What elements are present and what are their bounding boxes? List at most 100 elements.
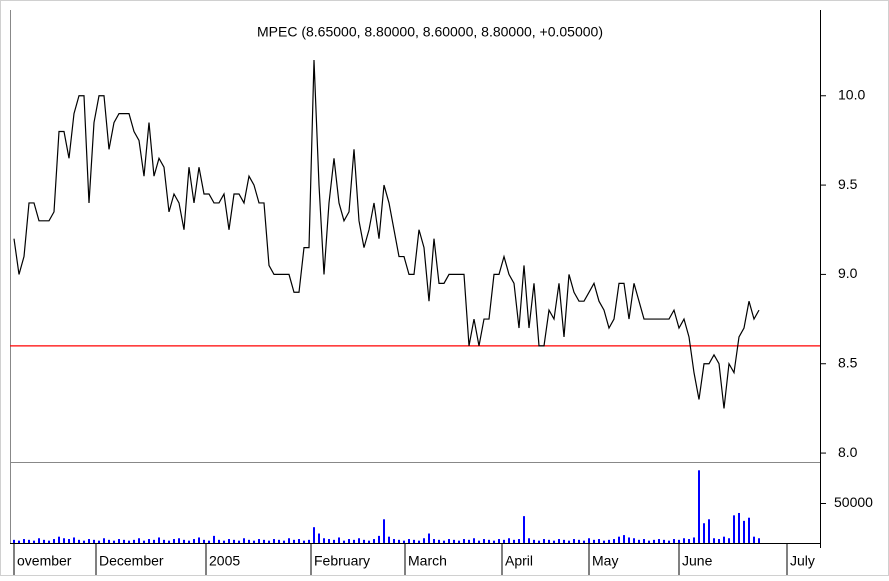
volume-bar — [713, 538, 715, 543]
volume-bar — [223, 540, 225, 543]
volume-bar — [688, 539, 690, 543]
x-tick-label: May — [592, 553, 618, 569]
x-tick-label: July — [790, 553, 815, 569]
volume-bar — [93, 539, 95, 543]
volume-bar — [478, 540, 480, 543]
volume-bar — [248, 539, 250, 543]
volume-bar — [483, 539, 485, 543]
volume-bar — [158, 537, 160, 543]
volume-bar — [53, 539, 55, 543]
volume-bar — [173, 539, 175, 543]
volume-bar — [648, 540, 650, 543]
volume-bar — [123, 539, 125, 543]
volume-bar — [288, 538, 290, 543]
x-tick-label: ovember — [17, 553, 72, 569]
volume-bar — [753, 536, 755, 543]
volume-bar — [378, 535, 380, 543]
y-tick-label: 10.0 — [838, 86, 865, 102]
volume-bar — [758, 538, 760, 543]
y-tick-label: 8.5 — [838, 354, 858, 370]
volume-bar — [728, 538, 730, 543]
volume-bar — [103, 538, 105, 543]
volume-bar — [653, 539, 655, 543]
volume-bar — [83, 540, 85, 543]
volume-bar — [283, 540, 285, 543]
volume-bar — [668, 540, 670, 543]
volume-bar — [643, 539, 645, 543]
volume-bar — [108, 539, 110, 543]
y-tick-label: 9.0 — [838, 265, 858, 281]
volume-bar — [658, 539, 660, 543]
volume-bar — [733, 515, 735, 543]
volume-bar — [333, 539, 335, 543]
volume-bar — [268, 540, 270, 543]
volume-bar — [678, 539, 680, 543]
volume-bar — [348, 539, 350, 543]
volume-bar — [558, 539, 560, 543]
volume-bar — [78, 539, 80, 543]
volume-bar — [228, 539, 230, 543]
volume-bar — [263, 539, 265, 543]
y-tick-label: 50000 — [834, 494, 873, 510]
volume-bar — [563, 539, 565, 543]
volume-bar — [58, 536, 60, 543]
x-tick-label: April — [505, 553, 533, 569]
volume-bar — [593, 539, 595, 543]
volume-bar — [23, 539, 25, 543]
volume-bar — [143, 540, 145, 543]
volume-bar — [498, 539, 500, 543]
volume-bar — [403, 540, 405, 543]
x-tick-label: February — [314, 553, 370, 569]
volume-bar — [303, 540, 305, 543]
volume-bar — [128, 540, 130, 543]
volume-bar — [443, 540, 445, 543]
volume-bar — [488, 539, 490, 543]
x-tick-label: 2005 — [209, 553, 240, 569]
volume-bar — [583, 540, 585, 543]
x-tick-label: March — [408, 553, 447, 569]
volume-bar — [323, 538, 325, 543]
volume-bar — [218, 539, 220, 543]
volume-bar — [243, 538, 245, 543]
volume-bar — [433, 539, 435, 543]
volume-bar — [458, 540, 460, 543]
volume-bar — [328, 539, 330, 543]
volume-bar — [298, 539, 300, 543]
volume-bar — [663, 539, 665, 543]
volume-bar — [48, 540, 50, 543]
volume-bar — [113, 540, 115, 543]
volume-bar — [598, 539, 600, 543]
volume-bar — [463, 539, 465, 543]
volume-bar — [523, 516, 525, 543]
volume-bar — [373, 539, 375, 543]
volume-bar — [513, 539, 515, 543]
volume-bar — [428, 533, 430, 543]
volume-bar — [413, 539, 415, 543]
volume-bar — [553, 540, 555, 543]
volume-bar — [633, 538, 635, 543]
volume-bar — [253, 540, 255, 543]
x-tick-label: December — [99, 553, 164, 569]
volume-bar — [438, 539, 440, 543]
volume-bar — [398, 539, 400, 543]
x-tick-label: June — [682, 553, 713, 569]
volume-bar — [473, 538, 475, 543]
y-tick-label: 8.0 — [838, 444, 858, 460]
volume-bar — [308, 539, 310, 543]
volume-bar — [363, 539, 365, 543]
volume-bar — [468, 539, 470, 543]
volume-bar — [163, 539, 165, 543]
volume-bar — [388, 536, 390, 543]
volume-bar — [548, 539, 550, 543]
volume-bar — [28, 539, 30, 543]
volume-bar — [13, 539, 15, 543]
volume-bar — [738, 512, 740, 543]
volume-bar — [453, 539, 455, 543]
volume-bar — [718, 539, 720, 543]
volume-bar — [628, 537, 630, 543]
volume-bar — [618, 536, 620, 543]
volume-bar — [723, 536, 725, 543]
